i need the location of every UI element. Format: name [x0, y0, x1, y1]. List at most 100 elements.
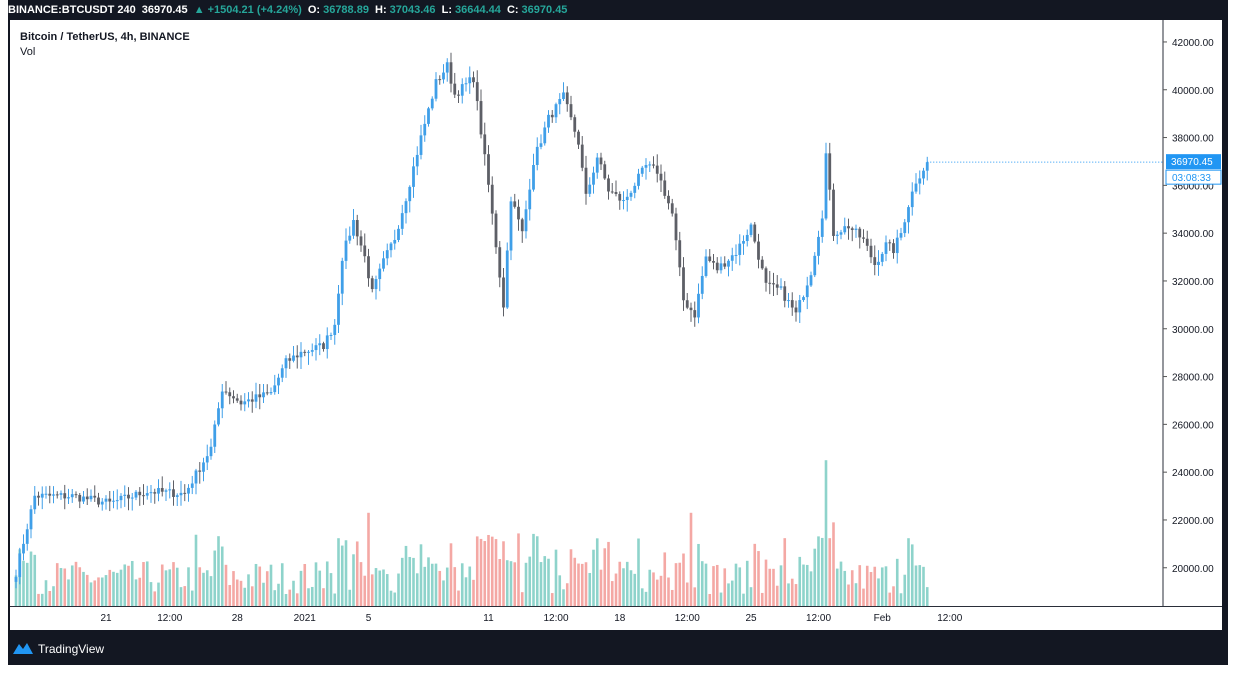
y-tick-label: 40000.00	[1172, 86, 1214, 97]
y-tick-label: 32000.00	[1172, 277, 1214, 288]
volume-bar	[715, 564, 719, 606]
candle-body	[322, 343, 325, 350]
volume-bar	[648, 569, 652, 606]
close-label: C:	[506, 4, 519, 16]
volume-bar	[498, 559, 502, 606]
candle-body	[550, 114, 554, 118]
volume-bar	[127, 565, 130, 606]
symbol-label[interactable]: BINANCE:BTCUSDT	[8, 4, 115, 16]
volume-bar	[52, 586, 55, 606]
volume-bar	[610, 581, 614, 606]
candle-body	[892, 243, 895, 254]
legend-volume[interactable]: Vol	[20, 46, 36, 58]
candle-body	[835, 234, 839, 236]
candle-body	[127, 494, 130, 499]
candle-body	[832, 189, 835, 236]
volume-bar	[843, 570, 847, 606]
candle-body	[554, 104, 558, 118]
volume-bar	[247, 574, 250, 606]
candle-body	[693, 310, 697, 318]
candle-body	[145, 493, 149, 496]
candle-body	[434, 79, 438, 99]
volume-bar	[779, 565, 783, 606]
volume-bar	[895, 558, 899, 606]
candle-body	[828, 153, 832, 190]
chart-pane[interactable]: 42000.00 40000.00 38000.00 36000.00 34000.00…	[10, 20, 1222, 630]
candle-body	[352, 220, 355, 236]
candle-body	[528, 189, 532, 210]
volume-bar	[239, 580, 243, 606]
candle-body	[123, 494, 127, 496]
volume-bar	[48, 590, 52, 606]
candle-body	[442, 72, 445, 80]
volume-bar	[352, 554, 355, 606]
candle-body	[460, 84, 464, 96]
candle-body	[787, 300, 790, 302]
candle-body	[258, 394, 262, 398]
tradingview-logo-icon[interactable]	[12, 641, 34, 655]
volume-bar	[333, 593, 337, 606]
volume-bar	[734, 563, 738, 606]
countdown-box	[1165, 169, 1222, 185]
interval-label[interactable]: 240	[117, 4, 136, 16]
volume-bar	[277, 583, 280, 606]
volume-bar	[172, 562, 175, 606]
candle-body	[40, 493, 44, 498]
x-tick-label: 12:00	[937, 613, 962, 624]
candle-body	[850, 228, 854, 230]
volume-bar	[487, 534, 490, 606]
volume-bar	[224, 564, 228, 606]
candle-body	[213, 424, 217, 447]
candle-body	[584, 167, 588, 194]
volume-bar	[532, 533, 535, 606]
volume-bar	[100, 577, 104, 606]
volume-bar	[243, 587, 247, 606]
volume-bar	[483, 541, 487, 606]
candle-body	[70, 494, 74, 498]
volume-bar	[862, 588, 865, 606]
candle-body	[194, 470, 198, 484]
volume-bar	[314, 562, 318, 606]
candle-body	[547, 114, 550, 128]
volume-bar	[475, 536, 479, 606]
volume-bar	[25, 562, 29, 606]
candle-body	[149, 492, 153, 494]
candle-body	[108, 498, 112, 502]
volume-bar	[745, 560, 749, 606]
change-value: +1504.21 (+4.24%)	[207, 4, 302, 16]
volume-bar	[629, 570, 633, 606]
volume-bar	[194, 534, 198, 606]
volume-bar	[138, 577, 142, 606]
tradingview-brand[interactable]: TradingView	[38, 642, 105, 656]
volume-bar	[374, 568, 378, 606]
y-tick-label: 28000.00	[1172, 373, 1214, 384]
candle-body	[697, 293, 700, 318]
candle-body	[847, 226, 850, 229]
volume-bar	[839, 561, 843, 606]
volume-bar	[892, 586, 895, 606]
volume-bar	[232, 571, 235, 606]
candle-body	[85, 496, 89, 500]
y-tick-label: 38000.00	[1172, 134, 1214, 145]
candle-body	[772, 283, 775, 285]
candle-body	[374, 279, 378, 290]
candlestick-chart[interactable]: 42000.00 40000.00 38000.00 36000.00 34000.00…	[10, 20, 1222, 630]
volume-bar	[674, 563, 678, 606]
volume-bar	[445, 567, 449, 606]
candle-body	[190, 483, 194, 488]
last-price-label: 36970.45	[1171, 157, 1213, 168]
volume-bar	[494, 539, 498, 606]
volume-bar	[363, 575, 367, 606]
candle-body	[33, 495, 37, 510]
volume-bar	[213, 550, 217, 606]
x-tick-label: 11	[483, 613, 494, 624]
volume-bar	[775, 585, 779, 606]
volume-bar	[922, 566, 925, 606]
volume-bar	[265, 571, 269, 606]
volume-bar	[873, 566, 877, 606]
candle-body	[678, 240, 682, 268]
volume-bar	[719, 592, 723, 606]
volume-bar	[337, 538, 340, 606]
legend-title[interactable]: Bitcoin / TetherUS, 4h, BINANCE	[20, 31, 190, 43]
candle-body	[445, 62, 449, 73]
